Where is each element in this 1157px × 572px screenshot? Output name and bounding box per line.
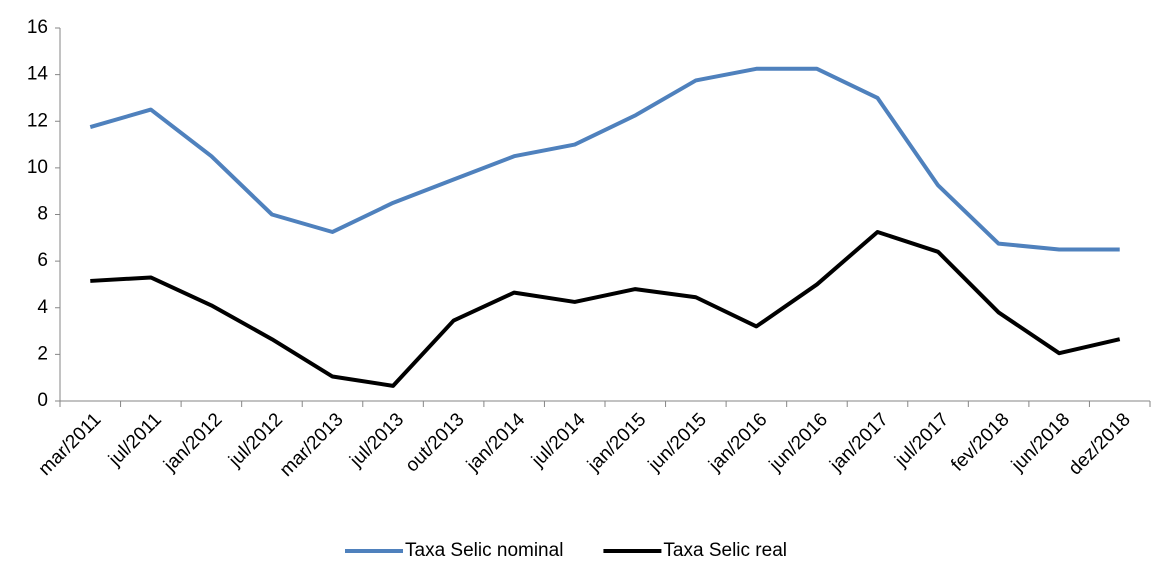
- y-tick-label: 16: [27, 17, 48, 38]
- x-tick-label: jul/2012: [224, 409, 287, 472]
- x-tick-label: jun/2018: [1007, 409, 1074, 476]
- x-tick-label: mar/2011: [35, 409, 106, 480]
- x-tick-label: jun/2015: [644, 409, 711, 476]
- x-tick-label: mar/2013: [276, 409, 348, 481]
- y-tick-label: 8: [37, 204, 48, 225]
- x-tick-label: jul/2017: [891, 409, 954, 472]
- y-tick-label: 12: [27, 110, 48, 131]
- x-tick-label: jan/2012: [159, 409, 226, 476]
- x-tick-label: fev/2018: [947, 409, 1013, 475]
- x-tick-label: jul/2014: [527, 409, 590, 472]
- series-line: [90, 229, 1121, 388]
- legend-label: Taxa Selic real: [663, 540, 787, 561]
- y-tick-label: 6: [37, 250, 48, 271]
- x-tick-label: jan/2015: [583, 409, 650, 476]
- x-tick-label: jan/2017: [825, 409, 892, 476]
- x-tick-label: jul/2013: [346, 409, 409, 472]
- x-tick-label: jan/2014: [462, 409, 529, 476]
- x-tick-label: out/2013: [402, 409, 469, 476]
- y-tick-label: 4: [37, 297, 48, 318]
- x-tick-label: jan/2016: [704, 409, 771, 476]
- y-tick-label: 10: [27, 157, 48, 178]
- y-tick-label: 14: [27, 64, 49, 85]
- x-tick-label: dez/2018: [1065, 409, 1135, 479]
- y-tick-label: 0: [37, 390, 48, 411]
- series-line: [89, 66, 1120, 252]
- x-tick-label: jun/2016: [765, 409, 832, 476]
- x-tick-label: jul/2011: [104, 409, 166, 471]
- y-tick-label: 2: [37, 343, 48, 364]
- legend-label: Taxa Selic nominal: [405, 540, 563, 561]
